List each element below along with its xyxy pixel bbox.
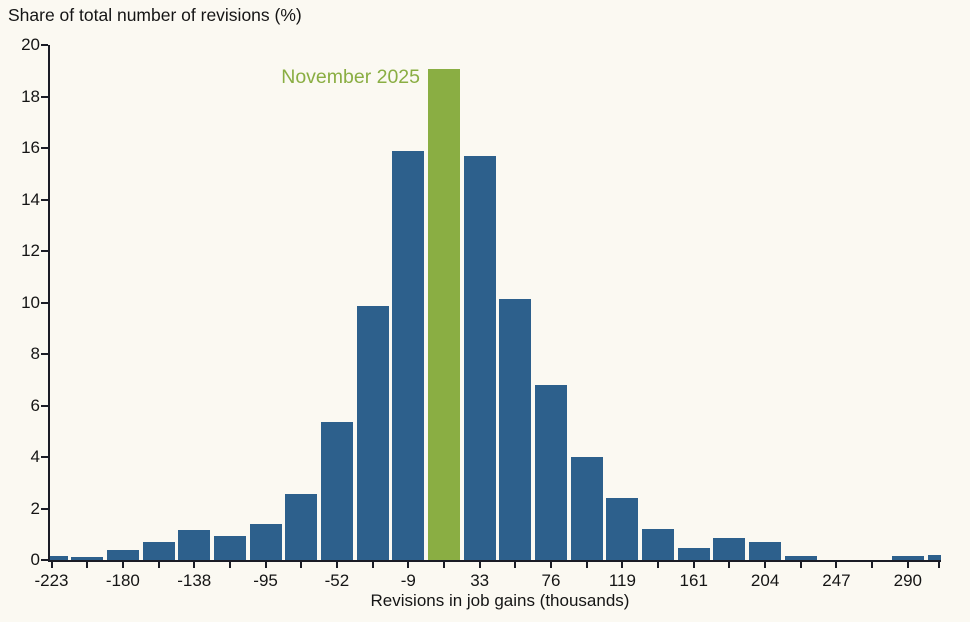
x-tick-label: 204 (750, 571, 780, 590)
x-tick (228, 560, 231, 568)
x-tick (264, 560, 267, 568)
bars-area (50, 45, 941, 560)
y-tick (41, 507, 48, 510)
x-tick (86, 560, 89, 568)
x-tick (938, 560, 940, 568)
bar (320, 422, 353, 560)
chart-title: Share of total number of revisions (%) (8, 5, 302, 25)
bar (713, 538, 746, 560)
x-tick-label: 119 (608, 571, 636, 590)
y-tick (41, 404, 48, 407)
bar (784, 556, 817, 560)
y-tick (41, 353, 48, 355)
bar (213, 535, 246, 560)
y-tick-label: 14 (21, 189, 40, 209)
x-tick (514, 560, 517, 568)
x-tick (621, 560, 624, 568)
x-tick (871, 560, 874, 568)
x-tick (442, 560, 445, 568)
bar (249, 523, 282, 560)
y-tick-label: 10 (21, 292, 40, 312)
bar (891, 556, 924, 560)
x-tick (335, 560, 338, 568)
bar (677, 548, 710, 560)
x-axis-line (48, 560, 941, 562)
bar (749, 541, 782, 560)
y-tick-label: 20 (21, 35, 40, 54)
bar (642, 529, 675, 560)
x-tick (906, 560, 909, 568)
y-tick (41, 301, 48, 304)
bar (178, 530, 211, 560)
x-tick-label: 247 (822, 571, 851, 590)
x-tick-label: -95 (253, 571, 278, 590)
bar (927, 554, 941, 560)
y-tick-label: 18 (21, 86, 40, 106)
x-tick (193, 560, 196, 568)
x-tick (799, 560, 802, 568)
bar (356, 306, 389, 560)
y-tick-label: 4 (30, 447, 40, 466)
bar (499, 298, 532, 560)
bar (606, 498, 639, 560)
x-tick (585, 560, 588, 568)
x-tick (835, 560, 838, 568)
x-tick (728, 560, 731, 568)
x-tick-label: -180 (105, 571, 140, 590)
bar (392, 150, 425, 560)
y-tick-label: 12 (21, 241, 40, 260)
x-tick (157, 560, 160, 568)
x-tick (550, 560, 553, 568)
x-tick-label: -52 (324, 571, 350, 590)
x-tick (371, 560, 374, 568)
x-tick-label: 161 (679, 571, 708, 590)
bar (285, 494, 318, 560)
bar (71, 557, 104, 560)
bar (463, 155, 496, 560)
y-tick (41, 559, 48, 561)
y-tick (41, 95, 48, 98)
highlight-annotation: November 2025 (281, 66, 420, 88)
x-tick (478, 560, 481, 568)
x-tick (764, 560, 767, 568)
x-axis-title: Revisions in job gains (thousands) (370, 591, 630, 610)
x-tick-label: -223 (34, 571, 69, 590)
bar (50, 556, 68, 560)
y-tick (41, 456, 48, 458)
x-tick (407, 560, 410, 568)
x-tick (692, 560, 695, 568)
x-tick-label: 33 (470, 571, 490, 590)
y-tick-label: 16 (21, 138, 40, 157)
x-tick-label: -9 (400, 571, 416, 590)
y-tick-label: 0 (30, 550, 40, 569)
bar (535, 384, 568, 560)
highlight-bar (427, 69, 460, 560)
bar (106, 549, 139, 560)
x-tick (657, 560, 660, 568)
y-tick (41, 44, 48, 46)
y-tick-label: 6 (30, 395, 40, 415)
x-tick (300, 560, 303, 568)
bar (570, 457, 603, 560)
y-tick-label: 2 (30, 498, 40, 518)
y-tick (41, 147, 48, 149)
x-tick-label: 290 (893, 571, 922, 590)
x-tick-label: -138 (177, 571, 212, 590)
x-tick-label: 76 (541, 571, 561, 590)
bar (142, 541, 175, 560)
x-tick (121, 560, 124, 568)
x-tick (50, 560, 53, 568)
y-tick (41, 198, 48, 201)
y-tick (41, 250, 48, 252)
y-tick-label: 8 (30, 344, 40, 363)
y-axis-line (48, 45, 50, 562)
